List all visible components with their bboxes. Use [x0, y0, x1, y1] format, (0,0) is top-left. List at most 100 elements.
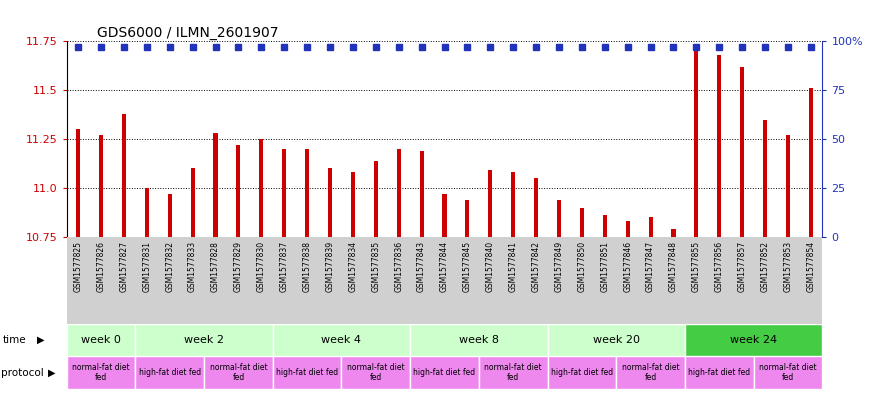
- Text: GSM1577836: GSM1577836: [394, 241, 404, 292]
- Bar: [671, 229, 676, 237]
- Bar: [420, 151, 424, 237]
- Text: GSM1577852: GSM1577852: [761, 241, 770, 292]
- Bar: [626, 221, 629, 237]
- Bar: [204, 356, 273, 389]
- Bar: [603, 215, 607, 237]
- Text: GSM1577828: GSM1577828: [211, 241, 220, 292]
- Text: GSM1577826: GSM1577826: [97, 241, 106, 292]
- Bar: [135, 324, 273, 356]
- Text: GSM1577837: GSM1577837: [280, 241, 289, 292]
- Text: GSM1577855: GSM1577855: [692, 241, 701, 292]
- Text: high-fat diet fed: high-fat diet fed: [276, 368, 338, 377]
- Bar: [717, 55, 721, 237]
- Bar: [236, 145, 241, 237]
- Bar: [282, 149, 286, 237]
- Bar: [694, 51, 699, 237]
- Text: GSM1577833: GSM1577833: [188, 241, 197, 292]
- Text: normal-fat diet
fed: normal-fat diet fed: [347, 363, 404, 382]
- Text: week 4: week 4: [322, 335, 362, 345]
- Bar: [273, 324, 410, 356]
- Bar: [548, 356, 616, 389]
- Text: high-fat diet fed: high-fat diet fed: [551, 368, 613, 377]
- Text: week 20: week 20: [593, 335, 640, 345]
- Text: ▶: ▶: [48, 368, 55, 378]
- Text: normal-fat diet
fed: normal-fat diet fed: [210, 363, 268, 382]
- Bar: [67, 324, 135, 356]
- Text: GDS6000 / ILMN_2601907: GDS6000 / ILMN_2601907: [97, 26, 278, 40]
- Bar: [67, 356, 135, 389]
- Bar: [373, 161, 378, 237]
- Bar: [396, 149, 401, 237]
- Text: week 2: week 2: [184, 335, 224, 345]
- Text: GSM1577840: GSM1577840: [485, 241, 495, 292]
- Text: GSM1577843: GSM1577843: [417, 241, 426, 292]
- Bar: [580, 208, 584, 237]
- Text: GSM1577849: GSM1577849: [555, 241, 564, 292]
- Bar: [443, 194, 446, 237]
- Text: GSM1577842: GSM1577842: [532, 241, 541, 292]
- Bar: [122, 114, 126, 237]
- Text: GSM1577831: GSM1577831: [142, 241, 151, 292]
- Text: GSM1577845: GSM1577845: [463, 241, 472, 292]
- Bar: [763, 119, 767, 237]
- Text: week 8: week 8: [459, 335, 499, 345]
- Text: GSM1577846: GSM1577846: [623, 241, 632, 292]
- Bar: [465, 200, 469, 237]
- Text: time: time: [3, 335, 27, 345]
- Bar: [76, 129, 80, 237]
- Text: GSM1577856: GSM1577856: [715, 241, 724, 292]
- Text: normal-fat diet
fed: normal-fat diet fed: [759, 363, 817, 382]
- Bar: [741, 67, 744, 237]
- Text: GSM1577853: GSM1577853: [783, 241, 792, 292]
- Bar: [135, 356, 204, 389]
- Text: GSM1577848: GSM1577848: [669, 241, 678, 292]
- Text: high-fat diet fed: high-fat diet fed: [688, 368, 750, 377]
- Text: week 24: week 24: [730, 335, 777, 345]
- Text: GSM1577850: GSM1577850: [577, 241, 587, 292]
- Text: GSM1577829: GSM1577829: [234, 241, 243, 292]
- Bar: [479, 356, 548, 389]
- Text: normal-fat diet
fed: normal-fat diet fed: [621, 363, 679, 382]
- Text: normal-fat diet
fed: normal-fat diet fed: [485, 363, 542, 382]
- Bar: [168, 194, 172, 237]
- Bar: [786, 135, 790, 237]
- Bar: [548, 324, 685, 356]
- Bar: [341, 356, 410, 389]
- Text: GSM1577857: GSM1577857: [738, 241, 747, 292]
- Bar: [328, 169, 332, 237]
- Bar: [145, 188, 148, 237]
- Text: high-fat diet fed: high-fat diet fed: [139, 368, 201, 377]
- Text: GSM1577841: GSM1577841: [509, 241, 517, 292]
- Bar: [305, 149, 309, 237]
- Text: GSM1577844: GSM1577844: [440, 241, 449, 292]
- Bar: [809, 88, 813, 237]
- Bar: [351, 173, 355, 237]
- Text: GSM1577835: GSM1577835: [372, 241, 380, 292]
- Bar: [754, 356, 822, 389]
- Bar: [410, 324, 548, 356]
- Bar: [488, 171, 493, 237]
- Text: GSM1577830: GSM1577830: [257, 241, 266, 292]
- Text: GSM1577851: GSM1577851: [600, 241, 609, 292]
- Bar: [649, 217, 653, 237]
- Text: week 0: week 0: [81, 335, 121, 345]
- Text: GSM1577825: GSM1577825: [74, 241, 83, 292]
- Text: normal-fat diet
fed: normal-fat diet fed: [72, 363, 130, 382]
- Bar: [511, 173, 516, 237]
- Text: GSM1577847: GSM1577847: [646, 241, 655, 292]
- Text: high-fat diet fed: high-fat diet fed: [413, 368, 476, 377]
- Text: protocol: protocol: [1, 368, 44, 378]
- Text: GSM1577827: GSM1577827: [119, 241, 128, 292]
- Bar: [410, 356, 479, 389]
- Text: ▶: ▶: [37, 335, 44, 345]
- Text: GSM1577854: GSM1577854: [806, 241, 815, 292]
- Bar: [273, 356, 341, 389]
- Bar: [616, 356, 685, 389]
- Bar: [557, 200, 561, 237]
- Bar: [99, 135, 103, 237]
- Bar: [534, 178, 538, 237]
- Text: GSM1577834: GSM1577834: [348, 241, 357, 292]
- Bar: [190, 169, 195, 237]
- Bar: [213, 133, 218, 237]
- Text: GSM1577839: GSM1577839: [325, 241, 334, 292]
